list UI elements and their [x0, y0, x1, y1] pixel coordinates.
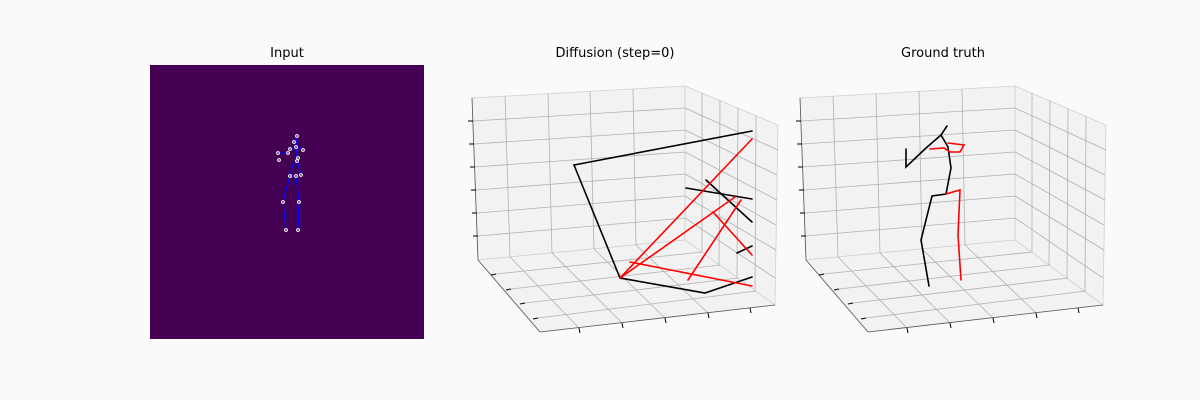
grid-lines	[800, 88, 1107, 329]
pose-right-limbs	[619, 138, 753, 287]
diffusion-3d-axes	[468, 85, 779, 334]
pose-left-limbs	[905, 125, 952, 287]
input-panel	[150, 65, 424, 339]
axis-edges	[471, 97, 776, 333]
diffusion-panel-title: Diffusion (step=0)	[555, 46, 675, 61]
axis-panes	[799, 85, 1107, 333]
ground-truth-panel-title: Ground truth	[901, 46, 985, 61]
input-panel-title: Input	[270, 46, 304, 61]
pose-right-limbs	[929, 142, 966, 281]
axis-edges	[799, 97, 1104, 333]
axis-panes	[471, 85, 779, 333]
axis-ticks	[468, 120, 752, 334]
axis-ticks	[796, 120, 1080, 334]
keypoints-2d	[276, 134, 305, 232]
ground-truth-3d-axes	[796, 85, 1107, 334]
input-image	[150, 65, 424, 339]
grid-lines	[472, 88, 779, 329]
